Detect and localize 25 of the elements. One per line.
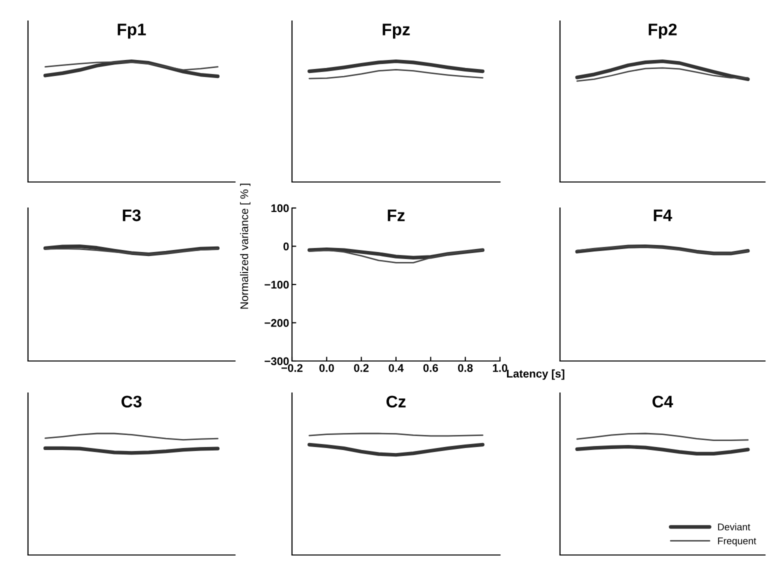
chart-title: Fpz	[382, 24, 410, 39]
y-tick-label: 0	[283, 242, 289, 250]
x-tick-label: 0.6	[423, 364, 438, 372]
chart-title: Fp2	[648, 24, 677, 39]
chart-title: F4	[654, 210, 672, 222]
x-axis-title: Latency [s]	[506, 369, 564, 380]
chart-title: Fp1	[118, 24, 146, 39]
x-tick-label: 1.0	[492, 364, 508, 372]
y-tick-label: −100	[264, 280, 289, 289]
chart-title: Fz	[388, 210, 405, 222]
y-tick-label: −200	[264, 319, 289, 327]
x-tick-label: 0.0	[319, 364, 334, 372]
y-tick-label: 100	[271, 204, 289, 212]
x-tick-label: 0.4	[388, 364, 404, 372]
chart-title: Cz	[386, 396, 406, 408]
legend-label: Frequent	[718, 538, 756, 546]
x-tick-label: 0.2	[354, 364, 369, 372]
chart-title: F3	[122, 209, 141, 222]
y-axis-title: Normalized variance [ % ]	[240, 184, 250, 309]
x-tick-label: −0.2	[281, 364, 303, 372]
x-tick-label: 0.8	[458, 364, 473, 372]
chart-title: C4	[652, 396, 674, 408]
legend-label: Deviant	[718, 523, 750, 530]
y-tick-label: −300	[264, 357, 289, 366]
chart-title: C3	[122, 396, 142, 408]
